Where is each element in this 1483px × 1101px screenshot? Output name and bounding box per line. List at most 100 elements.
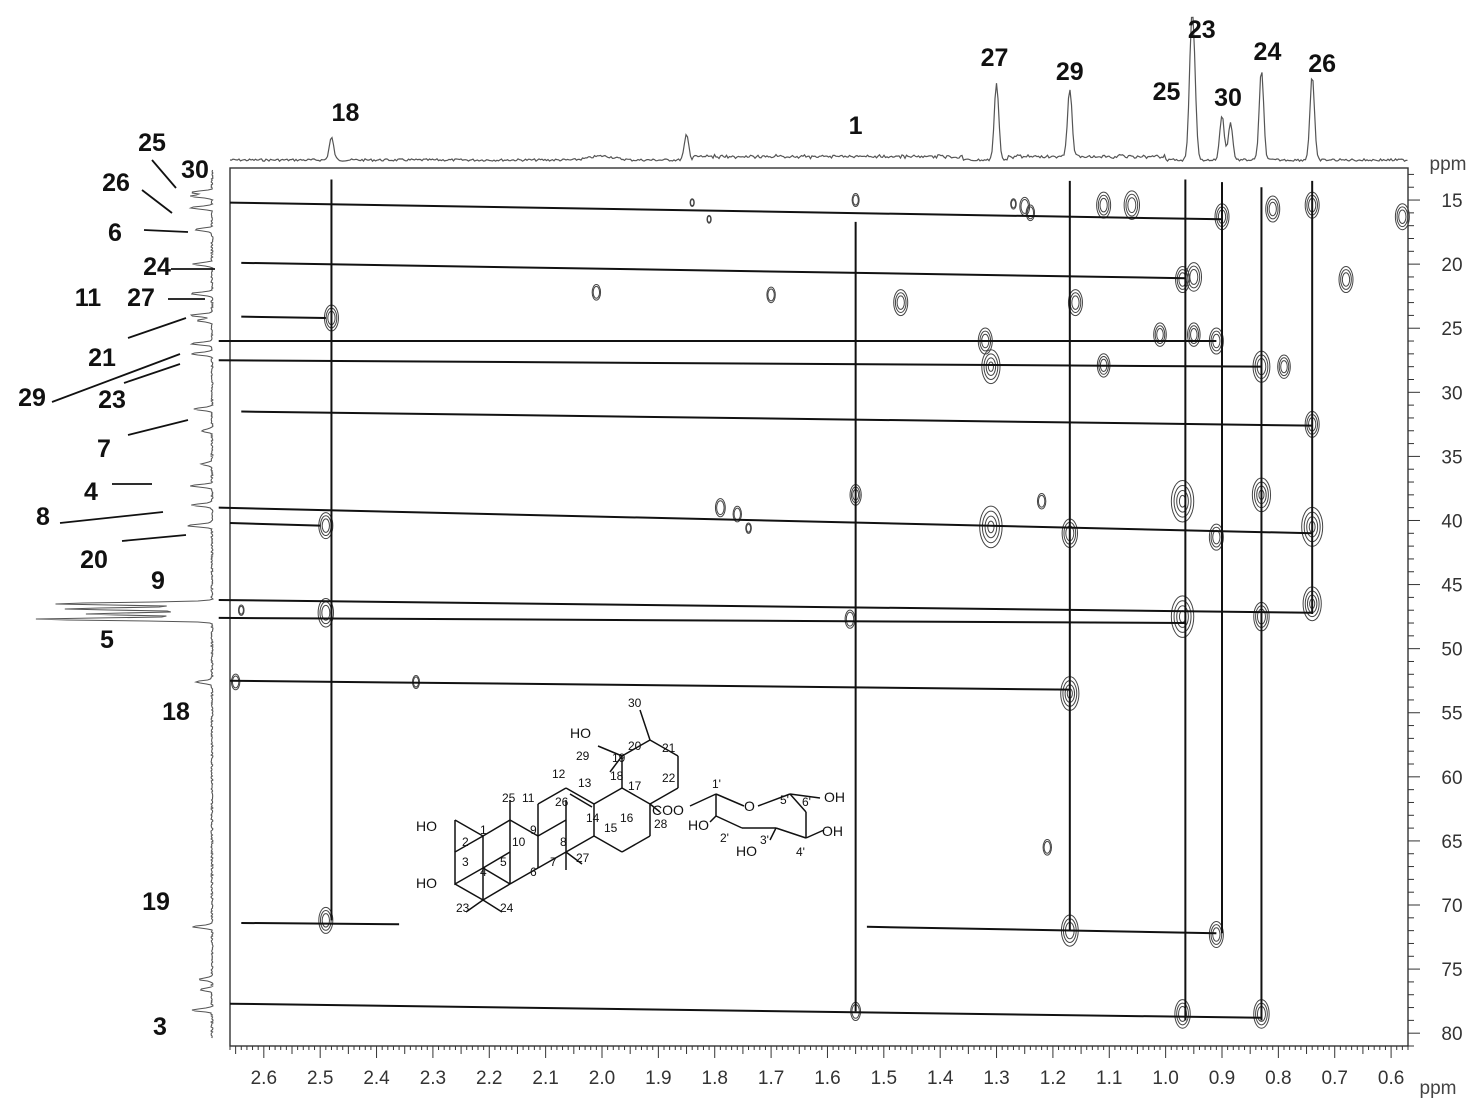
structure-bond (649, 787, 679, 805)
cross-peak-contour (1125, 193, 1139, 217)
carbon-label-20: 20 (80, 546, 108, 574)
structure-bond (537, 819, 567, 837)
cross-peak-contour (733, 507, 741, 521)
atom-label-1p: 1' (712, 777, 721, 791)
cross-peak-contour (1396, 206, 1409, 228)
correlation-line-horizontal (229, 679, 1070, 691)
structure-ho-3: HO (416, 875, 437, 891)
cross-peak-contour (767, 288, 775, 302)
cross-peak-contour (851, 193, 860, 208)
carbon-label-9: 9 (151, 567, 165, 595)
cross-peak-contour (237, 604, 245, 616)
cross-peak-contour (1210, 924, 1223, 945)
atom-label-16: 16 (620, 811, 634, 825)
atom-label-8: 8 (560, 835, 567, 849)
x-tick-label: 1.0 (1152, 1068, 1178, 1089)
structure-bond (757, 793, 791, 807)
carbon-label-6: 6 (108, 219, 122, 247)
proton-label-30: 30 (1214, 84, 1242, 112)
structure-ho-2p: HO (688, 817, 709, 833)
cross-peak-contour (321, 518, 330, 533)
proton-label-27: 27 (981, 44, 1009, 72)
atom-label-26: 26 (555, 795, 569, 809)
cross-peak-contour (1178, 1006, 1188, 1022)
carbon-label-29: 29 (18, 384, 46, 412)
cross-peak-contour (1173, 600, 1192, 633)
cross-peak-contour (592, 285, 601, 299)
structure-bond (565, 851, 583, 865)
cross-peak-contour (987, 361, 994, 372)
cross-peak-contour (985, 357, 997, 376)
atom-label-25: 25 (502, 791, 516, 805)
structure-bond (482, 899, 503, 913)
carbon-label-4: 4 (84, 478, 98, 506)
atom-label-5: 5 (500, 855, 507, 869)
cross-peak-contour (690, 199, 695, 207)
atom-label-3: 3 (462, 855, 469, 869)
atom-label-17: 17 (628, 779, 642, 793)
cross-peak-contour (714, 498, 726, 518)
atom-label-2p: 2' (720, 831, 729, 845)
cross-peak-contour (894, 292, 907, 313)
structure-bond (593, 835, 623, 853)
atom-label-21: 21 (662, 741, 676, 755)
x-tick-label: 1.7 (758, 1068, 784, 1089)
cross-peak-contour (896, 295, 905, 310)
cross-peak-contour (317, 597, 335, 628)
atom-label-4: 4 (480, 865, 487, 879)
carbon-peak-labels: 25 26 30 6 24 11 27 21 29 23 7 4 8 20 9 5 18 19 3 (18, 129, 215, 1041)
carbon-label-pointer (51, 353, 181, 403)
structure-ring-oxygen: O (744, 798, 755, 814)
proton-label-1: 1 (849, 112, 863, 140)
structure-bond (565, 787, 595, 805)
structure-bond (621, 787, 651, 805)
correlation-line-horizontal (241, 921, 400, 926)
carbon-label-7: 7 (97, 435, 111, 463)
cross-peak-contour (1208, 920, 1224, 948)
cross-peak-contour (893, 289, 909, 317)
structure-bond (649, 739, 679, 757)
structure-ho-2: HO (416, 818, 437, 834)
x-tick-label: 2.3 (420, 1068, 446, 1089)
x-axis-unit: ppm (1420, 1078, 1457, 1099)
correlation-line-horizontal (866, 925, 1217, 935)
y-tick-label: 65 (1441, 832, 1462, 853)
y-tick-label: 25 (1441, 319, 1462, 340)
cross-peak-contour (1188, 325, 1200, 345)
carbon-label-pointer (121, 534, 187, 542)
atom-label-29: 29 (576, 749, 590, 763)
cross-peak-contour (1277, 354, 1291, 379)
atom-label-5p: 5' (780, 793, 789, 807)
x-tick-label: 1.2 (1040, 1068, 1066, 1089)
cross-peak-contour (1153, 322, 1167, 347)
x-tick-label: 2.5 (307, 1068, 333, 1089)
cross-peak-contour (1338, 266, 1354, 294)
cross-peak-contours (230, 190, 1410, 1029)
cross-peak-contour (1189, 269, 1199, 285)
structure-bond (597, 745, 623, 757)
structure-bond (465, 899, 484, 913)
cross-peak-contour (1212, 529, 1221, 545)
cross-peak-contour (1398, 209, 1407, 224)
x-tick-label: 1.6 (814, 1068, 840, 1089)
proton-projection-trace (229, 16, 1408, 163)
atom-label-23: 23 (456, 901, 470, 915)
cross-peak-contour (1154, 325, 1166, 345)
cross-peak-contour (1173, 484, 1192, 518)
proton-label-29: 29 (1056, 58, 1084, 86)
structure-bond (769, 827, 777, 841)
cross-peak-contour (230, 673, 241, 691)
x-tick-label: 2.2 (476, 1068, 502, 1089)
atom-label-22: 22 (662, 771, 676, 785)
y-tick-label: 55 (1441, 704, 1462, 725)
carbon-label-pointer (151, 159, 177, 189)
correlation-line-horizontal (218, 506, 1313, 535)
carbon-label-21: 21 (88, 344, 116, 372)
proton-label-18: 18 (332, 99, 360, 127)
cross-peak-contour (1067, 289, 1083, 317)
cross-peak-contour (1127, 197, 1137, 214)
cross-peak-contour (591, 284, 602, 301)
y-tick-label: 45 (1441, 576, 1462, 597)
proton-label-26: 26 (1308, 50, 1336, 78)
